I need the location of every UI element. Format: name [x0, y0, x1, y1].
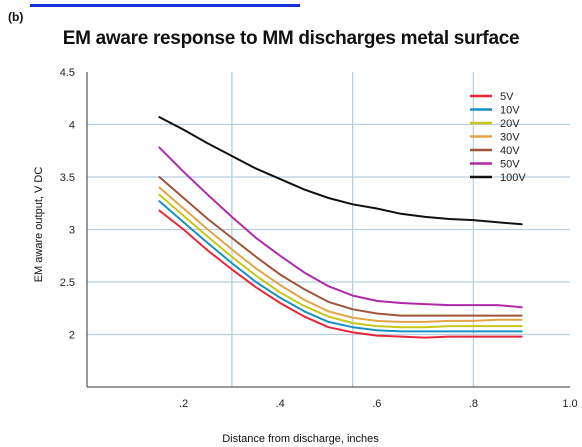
y-tick-label: 4 [69, 120, 75, 132]
series-line [158, 209, 523, 339]
legend-label: 40V [500, 145, 520, 157]
series-line [158, 176, 523, 317]
panel-label: (b) [8, 10, 24, 24]
legend-label: 30V [500, 132, 520, 144]
x-tick-label: .2 [179, 398, 188, 410]
y-tick-label: 2 [69, 330, 75, 342]
x-tick-label: .8 [469, 398, 478, 410]
legend-label: 10V [500, 105, 520, 117]
y-tick-label: 2.5 [60, 277, 75, 289]
legend-label: 20V [500, 118, 520, 130]
series-line [158, 186, 523, 323]
legend-label: 50V [500, 159, 520, 171]
x-tick-label: 1.0 [562, 398, 577, 410]
series-line [158, 193, 523, 329]
y-tick-label: 4.5 [60, 67, 75, 79]
header-rule [30, 4, 300, 7]
series-line [158, 116, 523, 226]
series-line [158, 146, 523, 309]
legend-label: 100V [500, 172, 526, 184]
chart-title: EM aware response to MM discharges metal… [62, 28, 520, 49]
y-axis-label: EM aware output, V DC [33, 167, 45, 283]
y-tick-label: 3.5 [60, 172, 75, 184]
x-tick-label: .6 [372, 398, 381, 410]
legend-label: 5V [500, 91, 514, 103]
series-line [158, 200, 523, 333]
x-axis-label: Distance from discharge, inches [222, 433, 379, 445]
y-tick-label: 3 [69, 225, 75, 237]
x-tick-label: .4 [276, 398, 285, 410]
